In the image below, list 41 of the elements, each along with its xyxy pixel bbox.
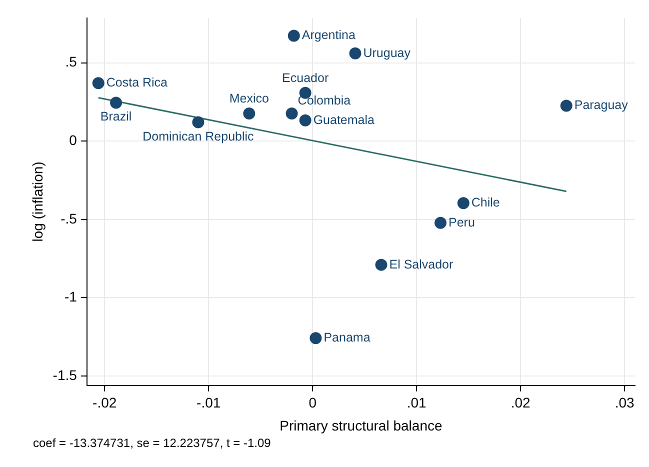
point xyxy=(286,108,298,120)
y-tick-label: -1.5 xyxy=(52,366,78,383)
point xyxy=(310,332,322,344)
point xyxy=(299,114,312,126)
point xyxy=(110,96,122,109)
y-tick-label: -1 xyxy=(64,288,78,305)
x-tick-label: .03 xyxy=(614,394,635,411)
annotation: Paraguay xyxy=(574,98,629,112)
x-tick-label: .02 xyxy=(510,394,531,411)
annotation: Argentina xyxy=(302,28,356,42)
annotation: Colombia xyxy=(298,93,351,108)
annotation: Ecuador xyxy=(282,70,329,85)
point xyxy=(560,100,572,112)
point xyxy=(457,197,470,210)
annotation: Costa Rica xyxy=(106,76,168,90)
point xyxy=(192,116,204,128)
annotation: Peru xyxy=(448,215,475,230)
y-tick-label: -.5 xyxy=(60,210,78,226)
y-tick-label: 0 xyxy=(69,132,78,148)
annotation: Uruguay xyxy=(363,46,412,60)
point xyxy=(288,30,300,42)
y-tick-label: .5 xyxy=(65,54,78,70)
x-axis-title: Primary structural balance xyxy=(280,417,442,434)
point xyxy=(349,47,362,60)
x-tick-label: .01 xyxy=(406,394,427,411)
annotation: El Salvador xyxy=(389,257,454,272)
point xyxy=(434,216,447,229)
point xyxy=(92,77,104,90)
annotation: Guatemala xyxy=(313,112,375,127)
text: coef = -13.374731, se = 12.223757, t = -1.09 xyxy=(33,436,271,450)
point xyxy=(375,258,388,271)
point xyxy=(243,108,256,120)
annotation: Dominican Republic xyxy=(142,129,254,144)
x-tick-label: 0 xyxy=(308,394,317,411)
annotation: Chile xyxy=(471,196,500,210)
x-tick-label: -.02 xyxy=(92,394,117,411)
annotation: Brazil xyxy=(100,110,132,124)
annotation: Panama xyxy=(324,330,370,345)
x-tick-label: -.01 xyxy=(196,394,221,411)
annotation: Mexico xyxy=(229,91,270,106)
y-axis-title: log (inflation) xyxy=(29,162,46,242)
